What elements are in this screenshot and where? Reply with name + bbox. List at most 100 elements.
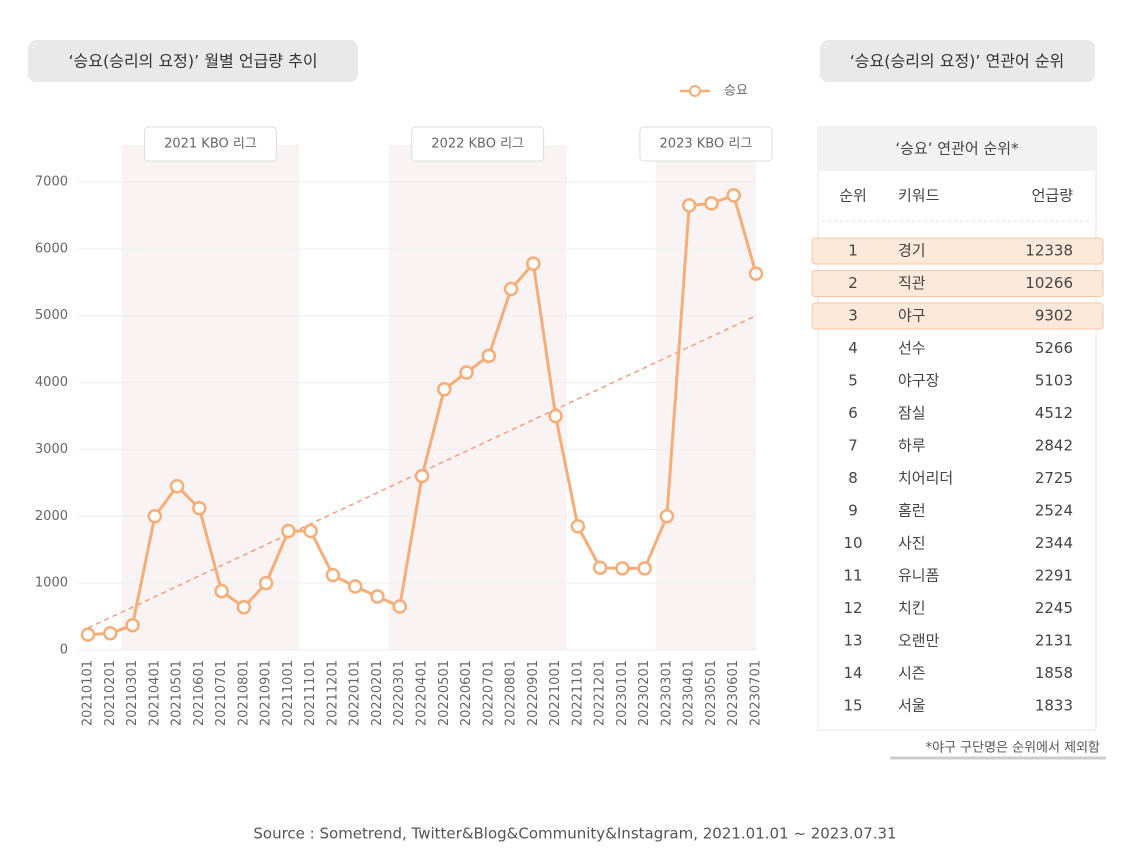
point (437, 382, 452, 397)
x-tick-label: 20210601 (192, 660, 207, 726)
x-tick-label: 20221001 (548, 660, 563, 726)
table-cell: 5103 (1035, 372, 1073, 390)
table-cell: 유니폼 (898, 567, 939, 585)
point (325, 567, 341, 583)
table-cell: 홈런 (898, 502, 926, 520)
point (125, 618, 140, 633)
point (392, 599, 407, 614)
point (681, 198, 697, 213)
x-tick-label: 20230701 (749, 660, 764, 726)
table-cell: 치어리더 (898, 469, 953, 487)
table-cell: 3 (848, 307, 858, 325)
source: Source : Sometrend, Twitter&Blog&Communi… (253, 825, 896, 843)
table-cell: 1858 (1035, 664, 1073, 682)
table-cell: 11 (843, 567, 862, 585)
table-cell: 오랜만 (898, 632, 940, 650)
y-tick-label: 5000 (35, 308, 68, 323)
point (548, 408, 563, 424)
point (592, 560, 608, 576)
x-tick-label: 20210101 (81, 660, 96, 726)
table-cell: 2291 (1035, 567, 1073, 585)
x-tick-label: 20220501 (437, 660, 452, 726)
table-title-pill (820, 40, 1095, 82)
season-band (655, 145, 756, 650)
table-cell: 9302 (1035, 307, 1073, 325)
column-header: 언급량 (1032, 187, 1074, 205)
table-cell: 6 (848, 404, 858, 422)
x-tick-label: 20220601 (459, 660, 474, 726)
y-tick-label: 7000 (35, 175, 68, 190)
point (748, 266, 764, 281)
table-cell: 경기 (898, 242, 926, 260)
point (526, 256, 541, 271)
point (214, 583, 229, 599)
y-tick-label: 1000 (35, 576, 68, 591)
x-tick-label: 20210201 (103, 660, 118, 726)
table-cell: 8 (848, 469, 858, 487)
x-tick-label: 20230301 (659, 660, 674, 726)
point (481, 348, 497, 364)
table-cell: 10 (843, 534, 862, 552)
point (236, 599, 252, 615)
x-tick-label: 20230601 (726, 660, 741, 726)
table-cell: 10266 (1025, 274, 1073, 292)
point (503, 281, 519, 297)
point (80, 627, 96, 642)
table-cell: 야구 (898, 307, 926, 325)
footnote: *야구 구단명은 순위에서 제외함 (926, 741, 1100, 756)
legend-label: 승요 (724, 84, 748, 99)
table-cell: 하루 (898, 437, 926, 455)
table-cell: 9 (848, 502, 858, 520)
table-cell: 치킨 (898, 599, 926, 617)
season-label: 2022 KBO 리그 (431, 137, 524, 152)
point (704, 196, 719, 211)
table-cell: 2344 (1035, 534, 1073, 552)
table-cell: 13 (843, 632, 862, 650)
table-cell: 4512 (1035, 404, 1073, 422)
x-tick-label: 20210301 (125, 660, 140, 726)
table-cell: 사진 (898, 534, 926, 552)
table-cell: 7 (848, 437, 858, 455)
point (303, 523, 318, 539)
column-header: 순위 (839, 187, 867, 205)
season-label-box (143, 126, 277, 162)
point (615, 561, 630, 576)
row-highlight (811, 270, 1104, 297)
table-cell: 5266 (1035, 339, 1073, 357)
x-tick-label: 20211001 (281, 660, 296, 726)
point (570, 519, 586, 534)
point (281, 523, 296, 539)
x-tick-label: 20230501 (704, 660, 719, 726)
y-tick-label: 2000 (35, 509, 68, 524)
season-label-box (639, 126, 773, 162)
table-cell: 12338 (1025, 242, 1073, 260)
table-cell: 12 (843, 599, 862, 617)
table-cell: 2245 (1035, 599, 1073, 617)
table-cell: 직관 (898, 274, 926, 292)
point (147, 509, 163, 524)
x-tick-label: 20220401 (415, 660, 430, 726)
table-section-title: ‘승요(승리의 요정)’ 연관어 순위 (850, 52, 1065, 71)
x-tick-label: 20220301 (392, 660, 407, 726)
table-cell: 2842 (1035, 437, 1073, 455)
chart-title: ‘승요(승리의 요정)’ 월별 언급량 추이 (68, 52, 317, 71)
table-cell: 2725 (1035, 469, 1073, 487)
title-pill (28, 40, 358, 82)
x-tick-label: 20220201 (370, 660, 385, 726)
x-tick-label: 20221201 (593, 660, 608, 726)
point (370, 589, 385, 604)
table-title: ‘승요’ 연관어 순위* (895, 140, 1019, 158)
y-tick-label: 0 (60, 643, 68, 658)
row-highlight (811, 237, 1104, 265)
point (637, 561, 652, 576)
x-tick-label: 20220801 (504, 660, 519, 726)
table-cell: 2 (848, 274, 858, 292)
point (258, 575, 274, 591)
x-tick-label: 20210401 (147, 660, 162, 726)
x-tick-label: 20210701 (214, 660, 229, 726)
table-cell: 5 (848, 372, 858, 390)
x-tick-label: 20211101 (303, 660, 318, 726)
season-band (121, 145, 300, 650)
table-cell: 1 (848, 242, 858, 260)
